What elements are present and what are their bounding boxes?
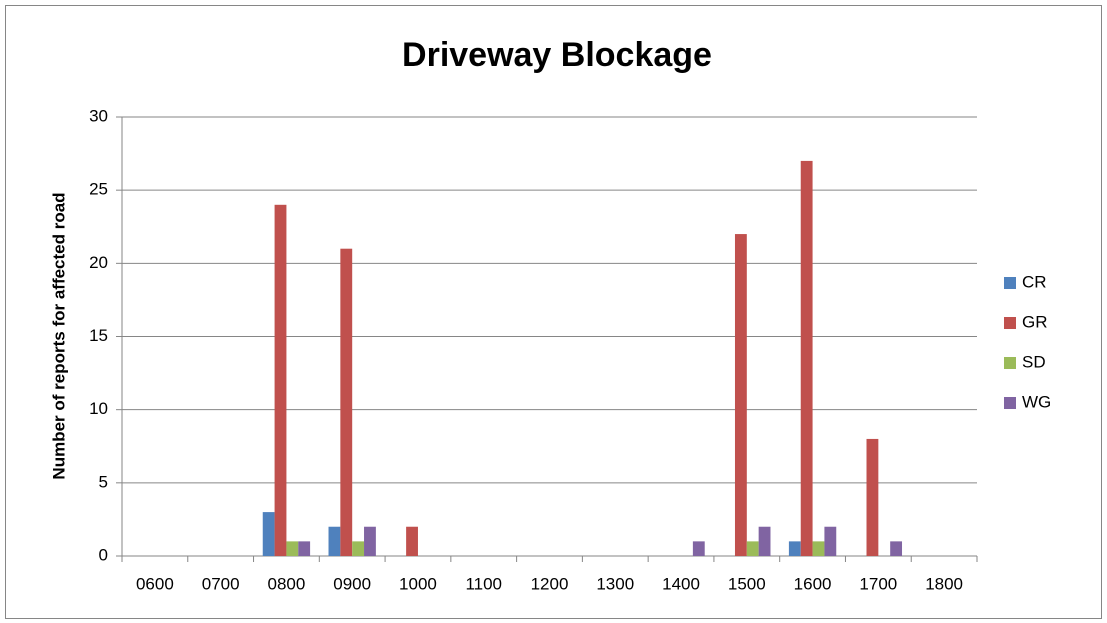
legend-swatch (1004, 317, 1016, 329)
y-tick-label: 25 (89, 180, 108, 199)
bar (692, 541, 705, 556)
bar (812, 541, 825, 556)
y-tick-label: 15 (89, 326, 108, 345)
bar (352, 541, 365, 556)
legend-label: GR (1022, 312, 1048, 331)
y-tick-label: 10 (89, 399, 108, 418)
bar (734, 234, 747, 557)
bar (746, 541, 759, 556)
bar (758, 526, 771, 556)
bar (364, 526, 376, 556)
y-axis-label: Number of reports for affected road (49, 192, 68, 479)
legend-label: CR (1022, 272, 1047, 291)
bar (824, 526, 837, 556)
bar (328, 526, 341, 556)
x-tick-label: 1700 (859, 574, 897, 593)
chart-frame (5, 5, 1102, 619)
legend-swatch (1004, 277, 1016, 289)
x-tick-label: 0600 (136, 574, 174, 593)
legend-swatch (1004, 397, 1016, 409)
bar (890, 541, 903, 556)
x-tick-label: 0900 (333, 574, 371, 593)
x-tick-label: 1800 (925, 574, 963, 593)
x-tick-label: 1200 (531, 574, 569, 593)
x-tick-label: 0800 (268, 574, 306, 593)
bar (406, 526, 418, 556)
y-tick-label: 30 (89, 106, 108, 125)
legend-label: WG (1022, 392, 1051, 411)
x-tick-label: 0700 (202, 574, 240, 593)
x-tick-label: 1500 (728, 574, 766, 593)
bar (262, 512, 275, 556)
x-tick-label: 1400 (662, 574, 700, 593)
y-tick-label: 20 (89, 253, 108, 272)
legend-swatch (1004, 357, 1016, 369)
bar (286, 541, 299, 556)
bar (788, 541, 801, 556)
x-tick-label: 1600 (794, 574, 832, 593)
bar (866, 438, 879, 556)
x-tick-label: 1100 (465, 574, 502, 593)
x-tick-label: 1000 (399, 574, 437, 593)
y-tick-label: 0 (99, 545, 108, 564)
bar (274, 204, 287, 557)
legend-label: SD (1022, 352, 1046, 371)
bar (800, 160, 813, 556)
y-tick-label: 5 (99, 472, 108, 491)
bar (340, 248, 353, 556)
chart-title: Driveway Blockage (402, 36, 712, 74)
bar (298, 541, 311, 556)
x-tick-label: 1300 (596, 574, 634, 593)
